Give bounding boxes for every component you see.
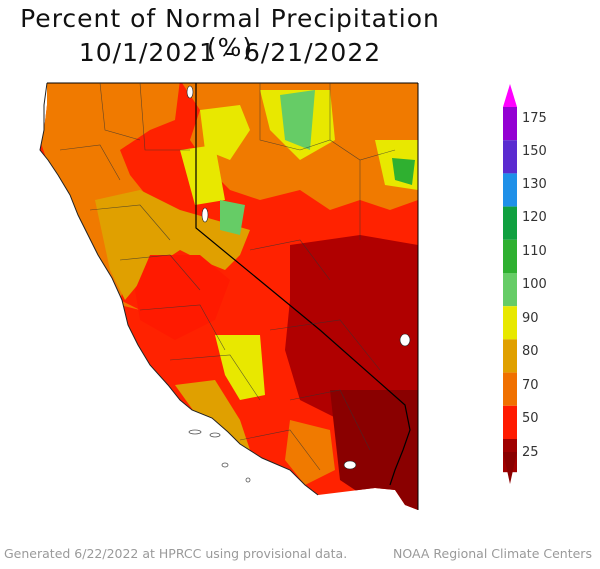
state-border-ca-nv [195, 83, 411, 486]
region-green-2 [392, 158, 415, 185]
legend-label: 80 [522, 344, 539, 359]
region-yellow-5 [215, 335, 265, 400]
region-tan-south-coast [175, 380, 250, 450]
region-orange-south [285, 420, 335, 485]
legend-band [503, 173, 517, 207]
legend-label: 90 [522, 311, 539, 326]
legend-band [503, 239, 517, 273]
region-sierra-tan [95, 190, 250, 300]
region-yellow-4 [180, 145, 225, 205]
legend-label: 50 [522, 411, 539, 426]
region-green-1 [280, 90, 315, 150]
legend-band [503, 306, 517, 340]
legend-label: 70 [522, 378, 539, 393]
credit-note: NOAA Regional Climate Centers [393, 546, 592, 561]
legend-label: 150 [522, 144, 547, 159]
legend-label: 175 [522, 111, 547, 126]
legend-label: 130 [522, 177, 547, 192]
legend-band [503, 405, 517, 439]
legend-label: 110 [522, 244, 547, 259]
legend-band [503, 206, 517, 240]
legend-band [503, 372, 517, 406]
region-darkest-red-se [330, 390, 418, 510]
legend-band [503, 140, 517, 174]
legend-label: 100 [522, 277, 547, 292]
legend-label: 25 [522, 445, 539, 460]
county-lines [59, 82, 396, 471]
legend-top-arrow [503, 84, 517, 107]
map-date-range: 10/1/2021 - 6/21/2022 [78, 38, 382, 67]
region-green-3 [220, 200, 245, 235]
legend-label: 120 [522, 210, 547, 225]
map-title: Percent of Normal Precipitation (%) [20, 4, 440, 62]
region-dark-red-east [285, 235, 418, 440]
california-coastline [39, 82, 319, 496]
legend-band [503, 107, 517, 141]
region-red-mid-central [135, 255, 230, 340]
legend-bottom-arrow [503, 452, 517, 484]
islands [188, 429, 251, 483]
legend-band [503, 273, 517, 307]
generated-note: Generated 6/22/2022 at HPRCC using provi… [4, 546, 348, 561]
legend-band [503, 339, 517, 373]
lakes [186, 85, 411, 470]
